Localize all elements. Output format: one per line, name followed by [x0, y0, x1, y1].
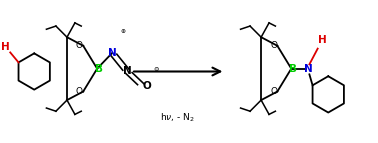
Text: O: O: [76, 87, 83, 96]
Text: O: O: [76, 41, 83, 50]
Text: O: O: [143, 81, 152, 91]
Text: N: N: [123, 66, 132, 77]
Text: $^{\oplus}$: $^{\oplus}$: [119, 28, 126, 37]
Text: O: O: [270, 87, 277, 96]
Text: H: H: [1, 42, 10, 52]
Text: h$\nu$, - N$_2$: h$\nu$, - N$_2$: [160, 111, 195, 124]
Text: N: N: [108, 48, 116, 58]
Text: B: B: [289, 64, 297, 74]
Text: O: O: [270, 41, 277, 50]
Text: N: N: [304, 64, 313, 74]
Text: B: B: [95, 64, 103, 74]
Text: H: H: [318, 35, 327, 45]
Text: $^{\ominus}$: $^{\ominus}$: [153, 67, 160, 76]
